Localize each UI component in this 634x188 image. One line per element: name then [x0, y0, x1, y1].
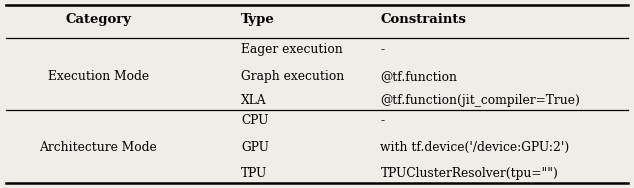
Text: CPU: CPU [241, 114, 268, 127]
Text: Architecture Mode: Architecture Mode [39, 141, 157, 154]
Text: -: - [380, 43, 385, 56]
Text: Category: Category [65, 13, 131, 26]
Text: -: - [380, 114, 385, 127]
Text: Graph execution: Graph execution [241, 70, 344, 83]
Text: with tf.device('/device:GPU:2'): with tf.device('/device:GPU:2') [380, 141, 570, 154]
Text: XLA: XLA [241, 94, 266, 107]
Text: Execution Mode: Execution Mode [48, 70, 149, 83]
Text: Eager execution: Eager execution [241, 43, 342, 56]
Text: Type: Type [241, 13, 275, 26]
Text: TPU: TPU [241, 167, 268, 180]
Text: TPUClusterResolver(tpu=""): TPUClusterResolver(tpu="") [380, 167, 559, 180]
Text: @tf.function(jit_compiler=True): @tf.function(jit_compiler=True) [380, 94, 580, 107]
Text: @tf.function: @tf.function [380, 70, 457, 83]
Text: Constraints: Constraints [380, 13, 466, 26]
Text: GPU: GPU [241, 141, 269, 154]
